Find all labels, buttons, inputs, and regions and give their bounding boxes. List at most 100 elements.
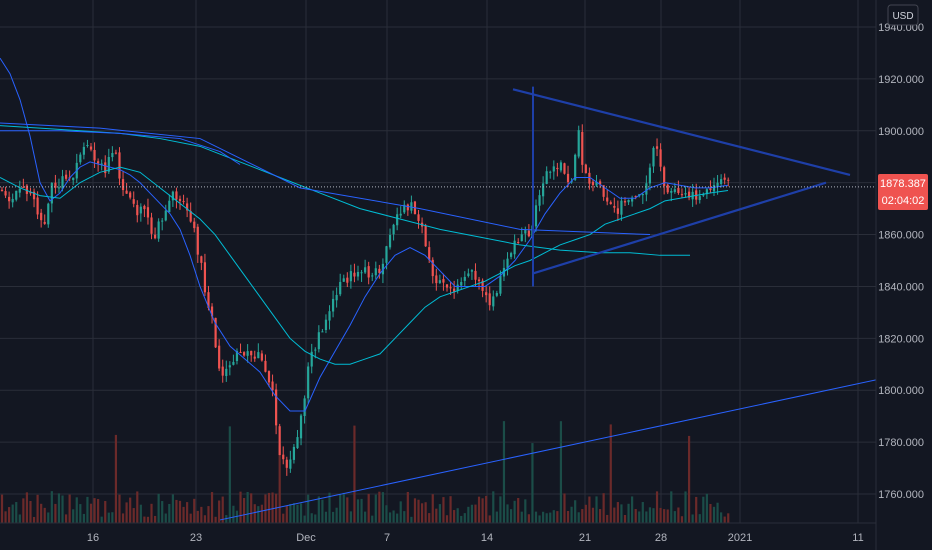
volume-bar: [428, 513, 431, 523]
drawn-trendlines[interactable]: [219, 86, 877, 521]
volume-bar: [652, 508, 655, 523]
candle-body: [659, 149, 662, 167]
currency-button[interactable]: USD: [887, 4, 919, 26]
volume-bar: [161, 501, 164, 523]
trendline[interactable]: [512, 88, 851, 176]
candle-body: [588, 172, 591, 184]
volume-bar: [467, 506, 470, 523]
candle-body: [524, 230, 527, 234]
x-tick-label: 7: [384, 532, 390, 544]
volume-bars: [0, 421, 730, 523]
candle-body: [29, 191, 32, 194]
volume-bar: [645, 511, 648, 523]
volume-bar: [207, 506, 210, 523]
candle-body: [687, 191, 691, 198]
candle-body: [346, 277, 349, 283]
candle-body: [186, 203, 189, 211]
moving-average-line: [0, 130, 241, 165]
candle-body: [606, 197, 609, 202]
candle-body: [378, 268, 381, 273]
candle-body: [474, 270, 477, 280]
candle-body: [727, 179, 730, 181]
volume-bar: [271, 492, 274, 523]
volume-bar: [659, 507, 662, 523]
candle-body: [136, 204, 139, 216]
volume-bar: [502, 421, 506, 523]
x-axis-ticks: 16 23 Dec 7 14 21 28 2021 11: [87, 532, 864, 544]
candle-body: [538, 195, 541, 206]
volume-bar: [146, 516, 150, 523]
trendline[interactable]: [532, 181, 827, 275]
candle-body: [150, 217, 153, 234]
chart-grid: [0, 0, 876, 523]
volume-bar: [417, 499, 420, 523]
candle-body: [680, 194, 684, 196]
candle-body: [182, 201, 185, 203]
candle-body: [495, 293, 498, 296]
volume-bar: [79, 504, 82, 523]
volume-bar: [385, 505, 388, 523]
volume-bar: [613, 507, 616, 523]
volume-bar: [453, 510, 456, 523]
candle-body: [164, 210, 167, 221]
volume-bar: [228, 426, 231, 523]
volume-bar: [364, 511, 367, 523]
volume-bar: [107, 512, 110, 523]
x-tick-label: 23: [190, 532, 202, 544]
volume-bar: [424, 502, 427, 523]
candle-body: [485, 292, 488, 296]
candle-body: [477, 279, 481, 282]
volume-bar: [339, 493, 342, 523]
volume-bar: [720, 512, 723, 523]
candle-body: [257, 352, 260, 359]
candle-body: [460, 282, 463, 286]
candle-body: [712, 185, 716, 192]
candle-body: [235, 351, 239, 362]
price-tag-countdown: 02:04:02: [882, 195, 925, 207]
candle-body: [609, 202, 612, 205]
volume-bar: [171, 494, 174, 523]
candle-body: [442, 279, 445, 283]
candle-body: [121, 179, 125, 191]
volume-bar: [175, 499, 178, 523]
volume-bar: [556, 511, 559, 523]
volume-bar: [132, 508, 135, 523]
volume-bar: [563, 493, 566, 523]
y-tick-label: 1860.000: [878, 230, 924, 242]
candle-body: [0, 189, 4, 192]
volume-bar: [285, 505, 288, 523]
candle-body: [225, 368, 228, 377]
candle-body: [47, 203, 50, 225]
candle-body: [556, 167, 559, 170]
candle-body: [356, 271, 360, 277]
volume-bar: [314, 514, 317, 523]
candle-body: [175, 191, 178, 200]
volume-bar: [673, 511, 676, 523]
volume-bar: [392, 510, 395, 523]
currency-button-frame: [887, 4, 919, 26]
volume-bar: [125, 502, 128, 523]
volume-bar: [218, 500, 221, 523]
volume-bar: [620, 504, 623, 523]
candle-body: [253, 356, 256, 359]
volume-bar: [328, 492, 331, 523]
volume-bar: [371, 515, 374, 523]
volume-bar: [47, 512, 50, 523]
trendline[interactable]: [219, 379, 877, 521]
volume-bar: [655, 491, 659, 523]
candle-body: [574, 154, 577, 180]
candle-body: [396, 214, 399, 226]
volume-bar: [570, 506, 573, 523]
volume-bar: [296, 504, 299, 523]
volume-bar: [474, 504, 477, 523]
volume-bar: [602, 493, 605, 523]
candle-body: [307, 366, 310, 399]
candle-body: [374, 268, 377, 276]
candle-body: [86, 145, 89, 147]
volume-bar: [335, 507, 338, 523]
candle-body: [157, 221, 160, 239]
volume-bar: [648, 507, 652, 523]
candle-body: [267, 371, 271, 383]
volume-bar: [449, 496, 452, 523]
